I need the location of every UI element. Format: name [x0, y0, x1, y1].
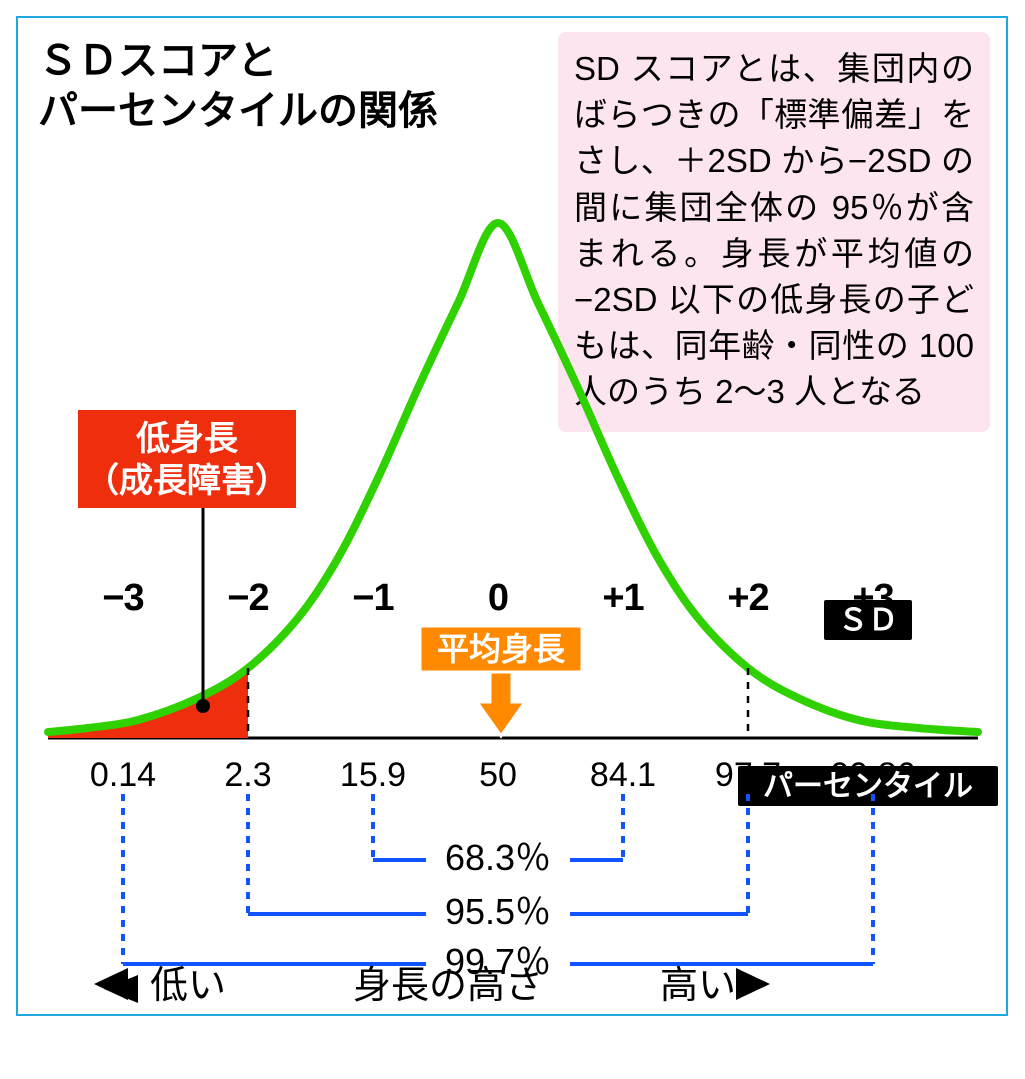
avg-label-text: 平均身長: [437, 631, 566, 667]
sd-badge-text: ＳＤ: [838, 604, 898, 637]
pct-badge-text: パーセンタイル: [763, 770, 973, 803]
sd-tick: −1: [352, 577, 394, 619]
range-label: 95.5％: [445, 891, 551, 932]
sd-tick: +1: [602, 577, 644, 619]
pct-tick: 2.3: [224, 756, 271, 794]
bottom-center-label: 身長の高さ: [353, 965, 543, 1007]
pct-tick: 15.9: [340, 756, 406, 794]
avg-arrow-icon: [477, 672, 525, 736]
arrow-right-icon: [736, 968, 770, 1000]
sd-tick: −2: [227, 577, 268, 619]
chart-frame: ＳＤスコアと パーセンタイルの関係 SD スコアとは、集団内のばらつきの「標準偏…: [16, 16, 1008, 1016]
pct-tick: 84.1: [590, 756, 656, 794]
sd-tick: +2: [727, 577, 768, 619]
sd-tick: 0: [488, 577, 508, 619]
pct-tick: 50: [479, 756, 517, 794]
pct-tick: 0.14: [90, 756, 156, 794]
arrow-left-icon: [94, 968, 128, 1000]
red-label-line1: 低身長: [136, 420, 239, 458]
red-label-line2: （成長障害）: [85, 461, 289, 500]
bottom-left-label: 低い: [150, 965, 226, 1007]
range-label: 68.3％: [445, 837, 551, 878]
bottom-right-label: 高い: [660, 965, 736, 1007]
sd-tick: −3: [102, 577, 143, 619]
bell-curve-chart: −3−2−10+1+2+3ＳＤ5084.197.799.860.142.315.…: [18, 18, 1010, 1018]
red-label-dot: [196, 699, 210, 713]
